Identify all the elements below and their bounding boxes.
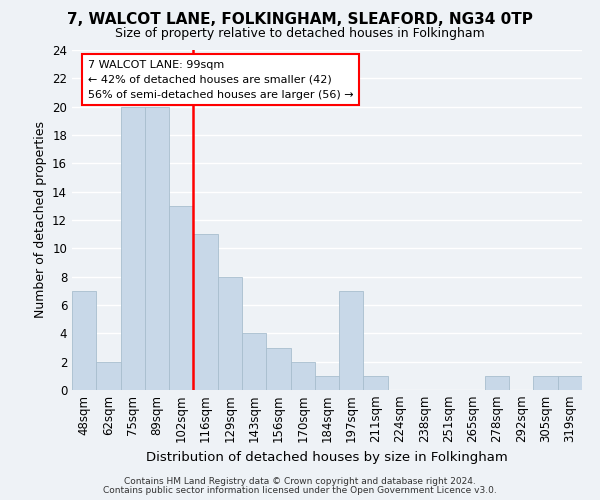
Bar: [96, 362, 121, 390]
Text: Contains public sector information licensed under the Open Government Licence v3: Contains public sector information licen…: [103, 486, 497, 495]
Bar: [485, 376, 509, 390]
Text: 7 WALCOT LANE: 99sqm
← 42% of detached houses are smaller (42)
56% of semi-detac: 7 WALCOT LANE: 99sqm ← 42% of detached h…: [88, 60, 353, 100]
Text: 7, WALCOT LANE, FOLKINGHAM, SLEAFORD, NG34 0TP: 7, WALCOT LANE, FOLKINGHAM, SLEAFORD, NG…: [67, 12, 533, 28]
Bar: [169, 206, 193, 390]
Bar: [121, 106, 145, 390]
Bar: [193, 234, 218, 390]
Bar: [242, 334, 266, 390]
X-axis label: Distribution of detached houses by size in Folkingham: Distribution of detached houses by size …: [146, 451, 508, 464]
Bar: [533, 376, 558, 390]
Bar: [315, 376, 339, 390]
Bar: [364, 376, 388, 390]
Bar: [558, 376, 582, 390]
Bar: [339, 291, 364, 390]
Text: Contains HM Land Registry data © Crown copyright and database right 2024.: Contains HM Land Registry data © Crown c…: [124, 477, 476, 486]
Y-axis label: Number of detached properties: Number of detached properties: [34, 122, 47, 318]
Bar: [266, 348, 290, 390]
Bar: [72, 291, 96, 390]
Bar: [290, 362, 315, 390]
Text: Size of property relative to detached houses in Folkingham: Size of property relative to detached ho…: [115, 28, 485, 40]
Bar: [218, 276, 242, 390]
Bar: [145, 106, 169, 390]
